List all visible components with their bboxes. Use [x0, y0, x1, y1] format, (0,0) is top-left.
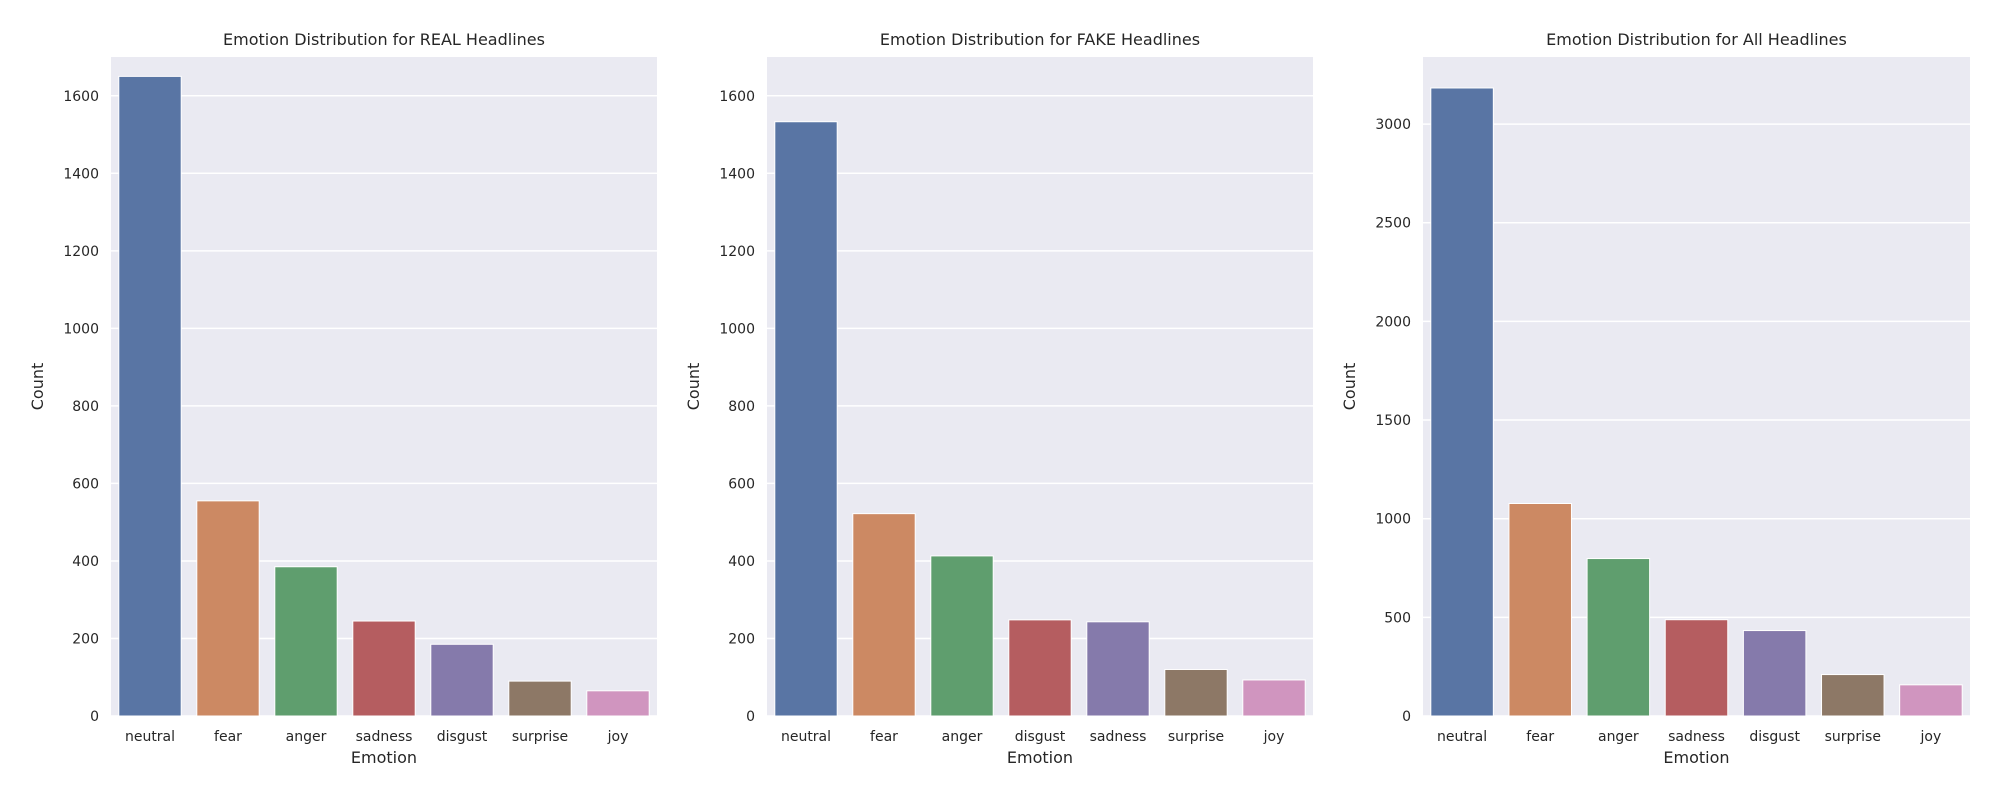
y-tick-label: 2500: [1375, 216, 1411, 232]
y-axis-label: Count: [28, 363, 47, 411]
chart-panel-2: 0 200 400 600 800 1000 1200 1400 1600 neutral fear…: [684, 30, 1313, 767]
y-tick-label: 200: [72, 631, 99, 647]
x-tick-label: sadness: [1090, 729, 1147, 745]
x-tick-label: anger: [1598, 729, 1639, 745]
y-tick-label: 600: [728, 476, 755, 492]
chart-title: Emotion Distribution for All Headlines: [1546, 30, 1847, 49]
y-tick-label: 1000: [719, 321, 755, 337]
bar-joy: [1899, 684, 1963, 717]
bar-anger: [274, 566, 338, 717]
chart-panel-1: 0 200 400 600 800 1000 1200 1400 1600 neutral fear…: [28, 30, 657, 767]
chart-title: Emotion Distribution for REAL Headlines: [223, 30, 545, 49]
y-tick-label: 1000: [1375, 512, 1411, 528]
bar-sadness: [1086, 621, 1150, 717]
bar-joy: [1242, 679, 1306, 717]
chart-panel-3: 0 500 1000 1500 2000 2500 3000 neutral fear anger…: [1340, 30, 1970, 767]
x-axis-label: Emotion: [351, 748, 417, 767]
bar-anger: [1586, 558, 1651, 717]
bar-sadness: [352, 620, 416, 717]
x-tick-label: joy: [1920, 729, 1942, 745]
bar-disgust: [1742, 630, 1807, 717]
y-axis-label: Count: [1340, 363, 1359, 411]
y-tick-label: 200: [728, 631, 755, 647]
x-tick-label: joy: [607, 729, 629, 745]
y-tick-label: 1200: [63, 244, 99, 260]
x-tick-label: fear: [870, 729, 898, 745]
x-tick-label: neutral: [1437, 729, 1487, 745]
x-tick-label: neutral: [781, 729, 831, 745]
x-tick-label: fear: [1526, 729, 1554, 745]
bar-fear: [196, 500, 260, 717]
bar-neutral: [1430, 87, 1494, 717]
bar-neutral: [118, 75, 182, 717]
y-tick-label: 0: [746, 709, 755, 725]
x-tick-label: surprise: [512, 729, 568, 745]
bar-surprise: [1821, 674, 1885, 717]
y-tick-label: 400: [72, 554, 99, 570]
bar-surprise: [1164, 668, 1228, 717]
bar-disgust: [430, 643, 494, 717]
bar-disgust: [1008, 619, 1072, 717]
x-tick-label: sadness: [356, 729, 413, 745]
bar-surprise: [508, 680, 572, 717]
x-axis-label: Emotion: [1007, 748, 1073, 767]
x-tick-label: neutral: [125, 729, 175, 745]
y-tick-label: 600: [72, 476, 99, 492]
y-tick-label: 1600: [719, 89, 755, 105]
x-tick-label: sadness: [1668, 729, 1725, 745]
bar-neutral: [774, 121, 838, 717]
y-tick-label: 500: [1384, 610, 1411, 626]
bar-sadness: [1664, 619, 1729, 717]
x-axis-label: Emotion: [1663, 748, 1729, 767]
bar-anger: [930, 555, 994, 717]
y-tick-label: 3000: [1375, 117, 1411, 133]
y-tick-label: 1500: [1375, 413, 1411, 429]
y-tick-label: 800: [72, 399, 99, 415]
plot-area: [767, 57, 1313, 716]
x-tick-label: joy: [1263, 729, 1285, 745]
y-tick-label: 1000: [63, 321, 99, 337]
bar-joy: [586, 690, 650, 717]
y-axis-label: Count: [684, 363, 703, 411]
x-tick-label: surprise: [1168, 729, 1224, 745]
y-tick-label: 1200: [719, 244, 755, 260]
x-tick-label: surprise: [1825, 729, 1881, 745]
x-tick-label: anger: [286, 729, 327, 745]
y-tick-label: 1600: [63, 89, 99, 105]
x-tick-label: disgust: [1015, 729, 1066, 745]
x-tick-label: disgust: [437, 729, 488, 745]
chart-title: Emotion Distribution for FAKE Headlines: [880, 30, 1200, 49]
y-tick-label: 400: [728, 554, 755, 570]
x-tick-label: anger: [942, 729, 983, 745]
bar-fear: [852, 513, 916, 717]
y-tick-label: 0: [90, 709, 99, 725]
x-tick-label: disgust: [1749, 729, 1800, 745]
y-tick-label: 800: [728, 399, 755, 415]
x-tick-label: fear: [214, 729, 242, 745]
y-tick-label: 0: [1402, 709, 1411, 725]
bar-fear: [1508, 503, 1572, 717]
y-tick-label: 1400: [63, 166, 99, 182]
y-tick-label: 2000: [1375, 314, 1411, 330]
y-tick-label: 1400: [719, 166, 755, 182]
plot-area: [111, 57, 657, 716]
